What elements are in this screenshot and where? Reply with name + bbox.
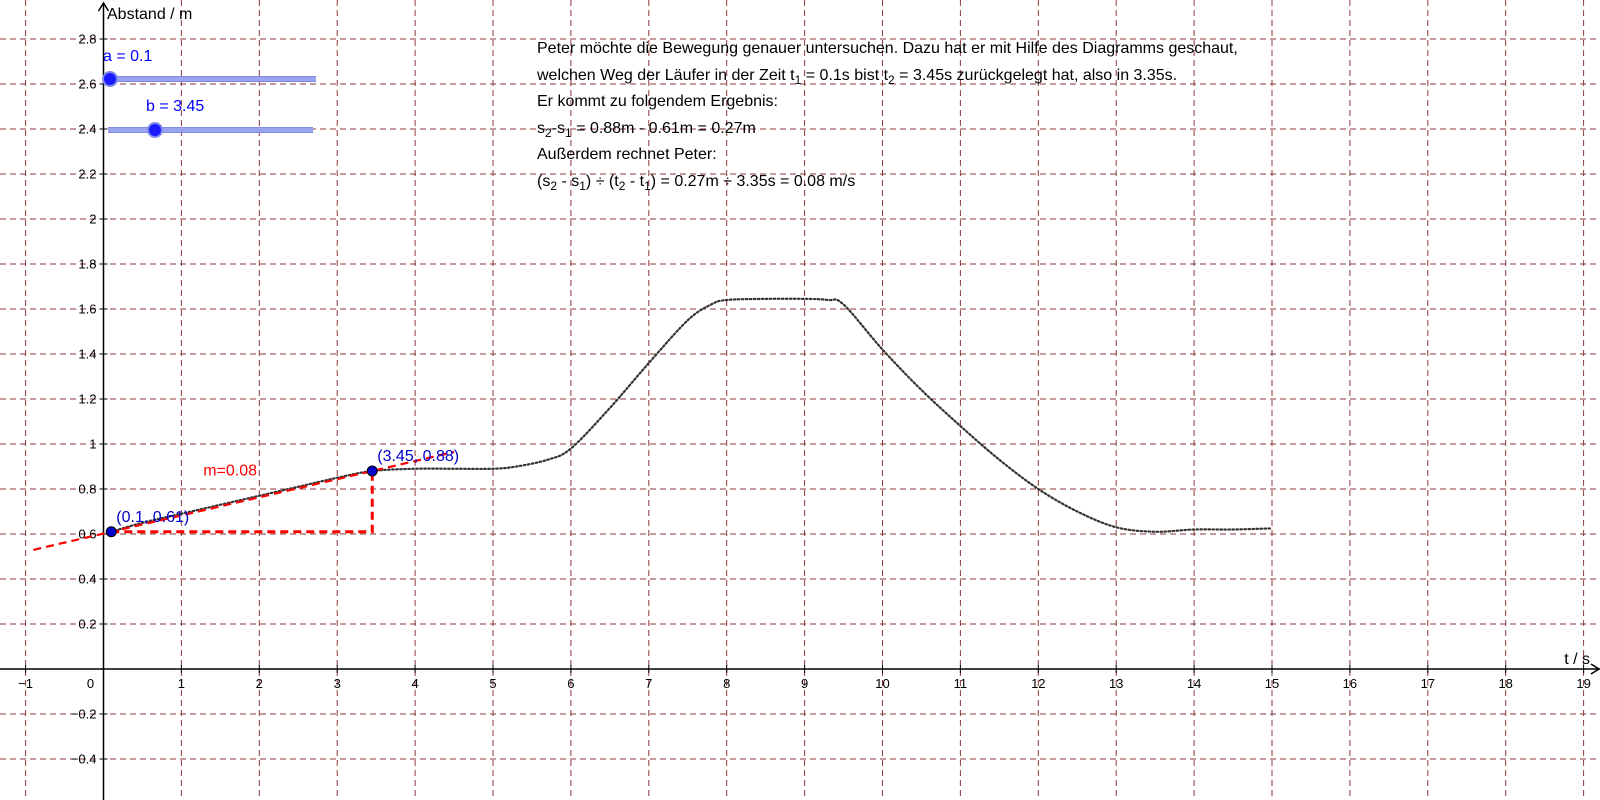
slope-label: m=0.08 <box>203 463 257 480</box>
slider-a-label: a = 0.1 <box>103 48 153 65</box>
secant-overlay: m=0.08 (0.1, 0.61) (3.45, 0.88) <box>33 448 459 551</box>
y-axis-label: Abstand / m <box>107 6 192 23</box>
x-tick-label: 14 <box>1187 676 1201 691</box>
x-tick-label: 8 <box>723 676 730 691</box>
y-tick-label: 1.6 <box>78 302 96 317</box>
slider-b-label: b = 3.45 <box>146 98 205 115</box>
tick-labels: −1 0 1 2 3 4 5 6 7 8 9 10 11 12 13 14 15 16 17 18 19−0.4−0.2… <box>18 32 1591 767</box>
slider-a-knob[interactable] <box>102 71 118 87</box>
y-axis-arrow <box>97 1 110 12</box>
text-line-2: welchen Weg der Läufer in der Zeit t1 = … <box>537 66 1178 87</box>
y-tick-label: 1.2 <box>78 392 96 407</box>
point-p1[interactable] <box>105 526 117 538</box>
x-tick-label: 4 <box>411 676 418 691</box>
y-tick-label: 2.4 <box>78 122 96 137</box>
x-tick-label: 10 <box>875 676 889 691</box>
secant-line <box>33 450 455 551</box>
y-tick-label: −0.2 <box>71 707 97 722</box>
x-tick-label: 19 <box>1576 676 1590 691</box>
point-label: (0.1, 0.61) <box>116 509 189 526</box>
y-tick-label: 2.6 <box>78 77 96 92</box>
y-tick-label: 0.4 <box>78 572 96 587</box>
text-line-4: s2-s1 = 0.88m - 0.61m = 0.27m <box>537 119 756 140</box>
slope-triangle <box>111 471 374 534</box>
x-tick-label: 16 <box>1343 676 1357 691</box>
y-tick-label: 0.8 <box>78 482 96 497</box>
x-tick-label: 6 <box>567 676 574 691</box>
y-tick-label: 1.4 <box>78 347 96 362</box>
slider-b-knob[interactable] <box>147 122 164 138</box>
y-tick-label: −0.4 <box>71 752 97 767</box>
point-p2[interactable] <box>366 465 378 477</box>
x-tick-label: 15 <box>1265 676 1279 691</box>
x-tick-label: 12 <box>1031 676 1045 691</box>
x-tick-label: 13 <box>1109 676 1123 691</box>
y-tick-label: 1.8 <box>78 257 96 272</box>
data-series-curve <box>110 297 1274 533</box>
distance-curve <box>110 297 1274 533</box>
x-tick-label: 0 <box>87 676 94 691</box>
x-tick-label: 5 <box>489 676 496 691</box>
x-axis-label: t / s <box>1564 651 1590 668</box>
x-tick-label: −1 <box>18 676 33 691</box>
x-tick-label: 2 <box>256 676 263 691</box>
x-tick-label: 18 <box>1498 676 1512 691</box>
x-tick-label: 3 <box>334 676 341 691</box>
x-tick-label: 17 <box>1421 676 1435 691</box>
text-line-6: (s2 - s1) ÷ (t2 - t1) = 0.27m ÷ 3.35s = … <box>537 172 856 193</box>
point-label: (3.45, 0.88) <box>377 448 459 465</box>
slider-a-track[interactable] <box>108 76 316 82</box>
x-tick-label: 1 <box>178 676 185 691</box>
text-line-5: Außerdem rechnet Peter: <box>537 146 717 163</box>
explanation-text: Peter möchte die Bewegung genauer unters… <box>537 36 1238 195</box>
x-tick-label: 7 <box>645 676 652 691</box>
y-tick-label: 0.6 <box>78 527 96 542</box>
text-line-3: Er kommt zu folgendem Ergebnis: <box>537 93 778 110</box>
x-tick-label: 11 <box>954 676 968 691</box>
text-line-1: Peter möchte die Bewegung genauer unters… <box>537 40 1238 57</box>
y-tick-label: 2 <box>89 212 96 227</box>
y-tick-label: 2.8 <box>78 32 96 47</box>
y-tick-label: 1 <box>89 437 96 452</box>
y-tick-label: 0.2 <box>78 617 96 632</box>
x-axis-arrow <box>1590 663 1600 675</box>
y-tick-label: 2.2 <box>78 167 96 182</box>
slider-b-track[interactable] <box>108 127 313 133</box>
x-tick-label: 9 <box>801 676 808 691</box>
